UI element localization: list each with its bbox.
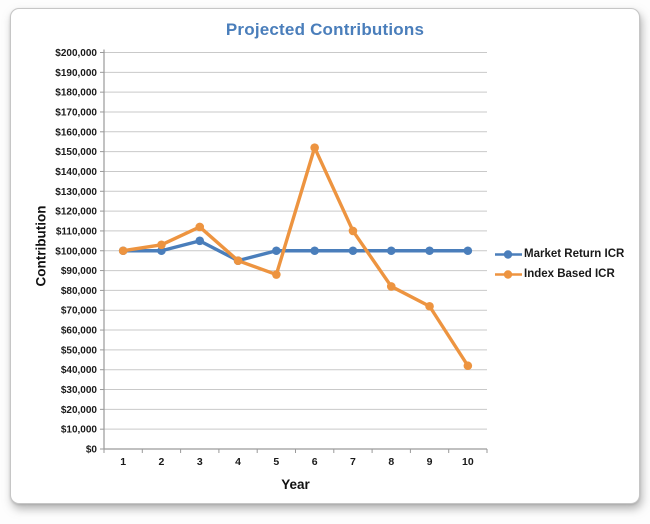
y-tick-label: $70,000 <box>61 306 98 317</box>
series-marker-index-based-icr <box>157 240 166 250</box>
series-marker-market-return-icr <box>195 236 205 246</box>
y-axis-title: Contribution <box>33 205 49 287</box>
y-tick-label: $60,000 <box>61 326 98 337</box>
series-marker-index-based-icr <box>195 222 205 232</box>
y-tick-label: $160,000 <box>55 127 97 138</box>
x-tick-labels: 1 2 3 4 5 6 7 8 9 10 <box>103 449 488 468</box>
y-tick-label: $0 <box>86 445 98 456</box>
chart-plot-area: $0 $10,000 $20,000 $30,000 $40,000 $50,000 $60… <box>55 48 488 468</box>
y-tick-label: $50,000 <box>61 345 98 356</box>
y-tick-label: $200,000 <box>55 48 97 59</box>
y-tick-label: $170,000 <box>55 107 97 118</box>
y-tick-label: $130,000 <box>55 187 97 198</box>
series-marker-market-return-icr <box>425 246 434 256</box>
series-marker-market-return-icr <box>348 246 358 256</box>
y-tick-label: $10,000 <box>61 425 98 436</box>
x-tick-label: 6 <box>312 456 318 468</box>
series-marker-market-return-icr <box>386 246 396 256</box>
legend-label: Index Based ICR <box>524 268 615 280</box>
x-tick-label: 10 <box>462 456 474 468</box>
series-marker-index-based-icr <box>463 361 473 371</box>
series-marker-market-return-icr <box>157 246 166 256</box>
x-tick-label: 4 <box>235 456 241 468</box>
y-tick-label: $180,000 <box>55 88 97 99</box>
legend-marker-line-icon <box>495 249 522 259</box>
y-tick-label: $80,000 <box>61 286 98 297</box>
chart-card: Projected Contributions $0 $10,000 $20,000… <box>10 8 640 504</box>
series-marker-index-based-icr <box>233 256 243 265</box>
x-tick-label: 5 <box>273 456 279 468</box>
y-tick-label: $110,000 <box>56 226 98 237</box>
series-line-index-based-icr <box>121 145 470 368</box>
series-marker-market-return-icr <box>272 246 281 256</box>
series-marker-index-based-icr <box>425 301 434 311</box>
x-tick-label: 1 <box>120 456 126 468</box>
x-tick-label: 7 <box>350 456 356 468</box>
chart-title: Projected Contributions <box>225 20 425 39</box>
series-marker-index-based-icr <box>310 143 319 152</box>
x-axis-title: Year <box>281 477 310 492</box>
series-marker-index-based-icr <box>272 270 281 279</box>
y-tick-label: $150,000 <box>55 147 97 158</box>
legend-label: Market Return ICR <box>524 248 625 260</box>
series-index-based-icr <box>118 143 473 371</box>
x-tick-label: 2 <box>159 456 165 468</box>
y-tick-labels: $0 $10,000 $20,000 $30,000 $40,000 $50,000 $60… <box>55 48 104 456</box>
y-tick-label: $140,000 <box>55 167 97 178</box>
series-marker-index-based-icr <box>348 226 358 236</box>
y-tick-label: $120,000 <box>55 207 97 218</box>
y-tick-label: $30,000 <box>61 385 98 396</box>
legend-item-index-based-icr: Index Based ICR <box>494 268 624 280</box>
x-tick-label: 9 <box>427 456 433 468</box>
chart-legend: Market Return ICR Index Based ICR <box>494 248 624 280</box>
series-marker-market-return-icr <box>463 246 473 256</box>
series-marker-market-return-icr <box>310 246 319 256</box>
series-marker-index-based-icr <box>118 246 128 256</box>
y-tick-label: $90,000 <box>61 266 98 277</box>
x-tick-label: 3 <box>197 456 203 468</box>
y-tick-label: $190,000 <box>55 68 97 79</box>
y-tick-label: $40,000 <box>61 365 98 376</box>
legend-marker-line-icon <box>495 269 522 279</box>
series-line-market-return-icr <box>121 239 470 263</box>
x-tick-label: 8 <box>388 456 394 468</box>
legend-item-market-return-icr: Market Return ICR <box>494 248 624 260</box>
y-tick-label: $20,000 <box>61 405 98 416</box>
series-marker-index-based-icr <box>386 282 396 291</box>
y-tick-label: $100,000 <box>55 246 97 257</box>
